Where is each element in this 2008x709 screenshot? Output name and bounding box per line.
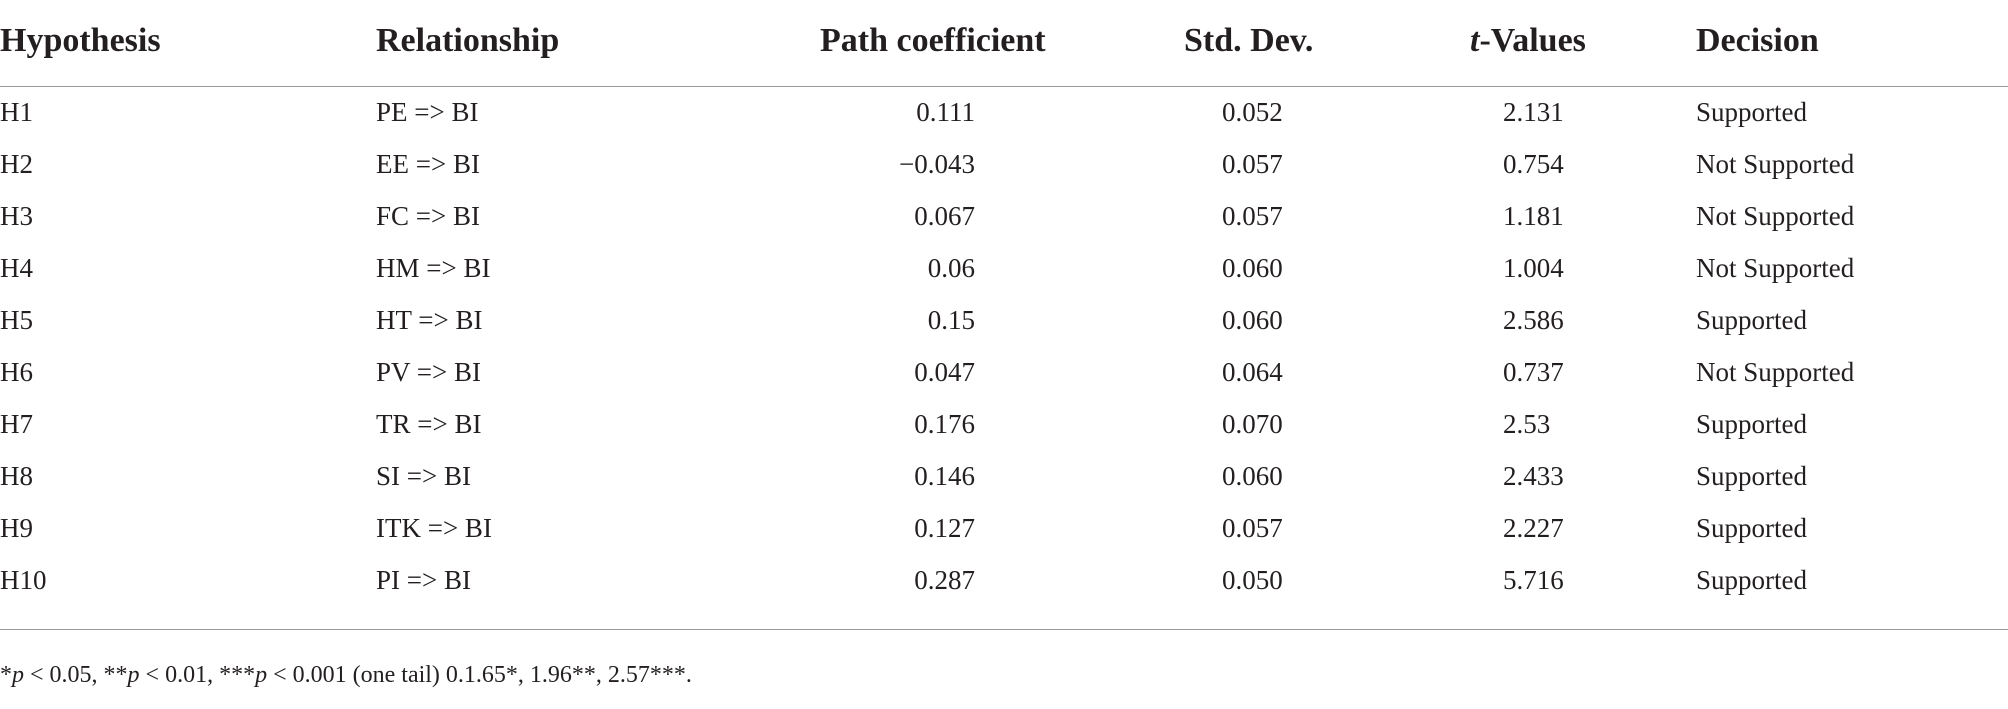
cell-path-coefficient: 0.287 bbox=[914, 565, 975, 595]
table-row: H10 PI => BI 0.287 0.050 5.716 Supported bbox=[0, 559, 2008, 611]
cell-t-value: 2.586 bbox=[1503, 305, 1564, 335]
header-std-dev: Std. Dev. bbox=[1184, 22, 1314, 59]
header-hypothesis: Hypothesis bbox=[0, 22, 161, 59]
cell-hypothesis: H1 bbox=[0, 97, 33, 127]
cell-t-value: 2.433 bbox=[1503, 461, 1564, 491]
cell-t-value: 1.181 bbox=[1503, 201, 1564, 231]
cell-t-value: 2.53 bbox=[1503, 409, 1551, 439]
cell-t-value: 1.004 bbox=[1503, 253, 1564, 283]
cell-relationship: PE => BI bbox=[376, 97, 479, 127]
header-relationship: Relationship bbox=[376, 22, 560, 59]
footnote-p-var: p bbox=[255, 662, 268, 688]
cell-hypothesis: H10 bbox=[0, 565, 47, 595]
cell-std-dev: 0.050 bbox=[1222, 565, 1283, 595]
cell-decision: Supported bbox=[1696, 565, 1807, 595]
cell-hypothesis: H4 bbox=[0, 253, 33, 283]
cell-path-coefficient: 0.176 bbox=[914, 409, 975, 439]
cell-relationship: FC => BI bbox=[376, 201, 480, 231]
cell-std-dev: 0.057 bbox=[1222, 149, 1283, 179]
cell-path-coefficient: 0.111 bbox=[916, 97, 975, 127]
table-header-row: Hypothesis Relationship Path coefficient… bbox=[0, 0, 2008, 87]
cell-hypothesis: H6 bbox=[0, 357, 33, 387]
cell-std-dev: 0.057 bbox=[1222, 201, 1283, 231]
footnote-part: < 0.001 (one tail) 0.1.65*, 1.96**, 2.57… bbox=[267, 662, 692, 688]
table-body: H1 PE => BI 0.111 0.052 2.131 Supported H2 EE =… bbox=[0, 87, 2008, 630]
cell-t-value: 0.754 bbox=[1503, 149, 1564, 179]
cell-hypothesis: H8 bbox=[0, 461, 33, 491]
cell-hypothesis: H5 bbox=[0, 305, 33, 335]
table-row: H7 TR => BI 0.176 0.070 2.53 Supported bbox=[0, 403, 2008, 455]
cell-t-value: 5.716 bbox=[1503, 565, 1564, 595]
header-t-values-rest: -Values bbox=[1479, 22, 1586, 59]
cell-path-coefficient: 0.067 bbox=[914, 201, 975, 231]
cell-std-dev: 0.064 bbox=[1222, 357, 1283, 387]
cell-path-coefficient: 0.15 bbox=[927, 305, 975, 335]
cell-hypothesis: H3 bbox=[0, 201, 33, 231]
header-path-coefficient: Path coefficient bbox=[820, 22, 1046, 59]
cell-path-coefficient: 0.146 bbox=[914, 461, 975, 491]
cell-decision: Supported bbox=[1696, 461, 1807, 491]
footnote-p-var: p bbox=[127, 662, 140, 688]
cell-decision: Not Supported bbox=[1696, 149, 1855, 179]
cell-decision: Supported bbox=[1696, 97, 1807, 127]
cell-decision: Supported bbox=[1696, 409, 1807, 439]
cell-t-value: 2.227 bbox=[1503, 513, 1564, 543]
table-row: H6 PV => BI 0.047 0.064 0.737 Not Supported bbox=[0, 351, 2008, 403]
cell-relationship: PI => BI bbox=[376, 565, 471, 595]
cell-relationship: HM => BI bbox=[376, 253, 491, 283]
header-t-values: t-Values bbox=[1470, 22, 1586, 60]
cell-std-dev: 0.052 bbox=[1222, 97, 1283, 127]
cell-path-coefficient: 0.047 bbox=[914, 357, 975, 387]
cell-hypothesis: H9 bbox=[0, 513, 33, 543]
cell-relationship: SI => BI bbox=[376, 461, 471, 491]
table-footnote: *p < 0.05, **p < 0.01, ***p < 0.001 (one… bbox=[0, 662, 692, 689]
footnote-part: * bbox=[0, 662, 12, 688]
cell-relationship: ITK => BI bbox=[376, 513, 492, 543]
footnote-p-var: p bbox=[12, 662, 24, 688]
table-row: H4 HM => BI 0.06 0.060 1.004 Not Supported bbox=[0, 247, 2008, 299]
cell-path-coefficient: 0.06 bbox=[927, 253, 975, 283]
cell-std-dev: 0.060 bbox=[1222, 253, 1283, 283]
table-row: H1 PE => BI 0.111 0.052 2.131 Supported bbox=[0, 91, 2008, 143]
cell-decision: Not Supported bbox=[1696, 253, 1855, 283]
results-table: Hypothesis Relationship Path coefficient… bbox=[0, 0, 2008, 630]
cell-t-value: 2.131 bbox=[1503, 97, 1564, 127]
cell-std-dev: 0.060 bbox=[1222, 461, 1283, 491]
cell-path-coefficient: 0.127 bbox=[914, 513, 975, 543]
cell-std-dev: 0.070 bbox=[1222, 409, 1283, 439]
cell-std-dev: 0.057 bbox=[1222, 513, 1283, 543]
cell-relationship: TR => BI bbox=[376, 409, 482, 439]
cell-decision: Not Supported bbox=[1696, 201, 1855, 231]
table-row: H9 ITK => BI 0.127 0.057 2.227 Supported bbox=[0, 507, 2008, 559]
cell-hypothesis: H2 bbox=[0, 149, 33, 179]
table-row: H5 HT => BI 0.15 0.060 2.586 Supported bbox=[0, 299, 2008, 351]
cell-t-value: 0.737 bbox=[1503, 357, 1564, 387]
cell-std-dev: 0.060 bbox=[1222, 305, 1283, 335]
cell-hypothesis: H7 bbox=[0, 409, 33, 439]
footnote-part: < 0.01, *** bbox=[139, 662, 256, 688]
cell-decision: Supported bbox=[1696, 513, 1807, 543]
cell-relationship: HT => BI bbox=[376, 305, 483, 335]
cell-relationship: PV => BI bbox=[376, 357, 481, 387]
cell-decision: Not Supported bbox=[1696, 357, 1855, 387]
cell-path-coefficient: −0.043 bbox=[899, 149, 975, 179]
header-t-values-italic: t bbox=[1470, 22, 1480, 59]
table-row: H8 SI => BI 0.146 0.060 2.433 Supported bbox=[0, 455, 2008, 507]
table-row: H3 FC => BI 0.067 0.057 1.181 Not Supported bbox=[0, 195, 2008, 247]
table-row: H2 EE => BI −0.043 0.057 0.754 Not Supported bbox=[0, 143, 2008, 195]
cell-decision: Supported bbox=[1696, 305, 1807, 335]
cell-relationship: EE => BI bbox=[376, 149, 480, 179]
header-decision: Decision bbox=[1696, 22, 1819, 59]
footnote-part: < 0.05, ** bbox=[24, 662, 128, 688]
